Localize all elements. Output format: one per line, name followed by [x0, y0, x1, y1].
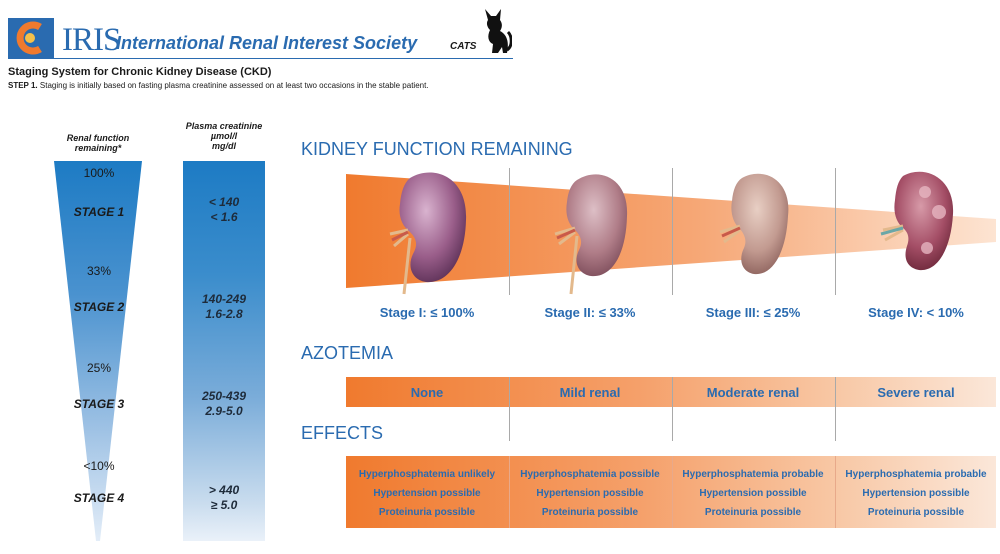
renal-head-line2: remaining*: [74, 143, 122, 153]
effects-title: EFFECTS: [301, 423, 384, 443]
effect-proteinuria: Proteinuria possible: [378, 507, 476, 518]
step-text: Staging is initially based on fasting pl…: [37, 81, 429, 90]
creat-head-line2: µmol/l: [210, 131, 238, 141]
stage-1-label: STAGE 1: [73, 205, 125, 219]
effect-phosphate: Hyperphosphatemia probable: [682, 469, 824, 480]
azotemia-band: [346, 377, 996, 407]
logo-code: IRIS: [62, 22, 121, 58]
effect-hypertension: Hypertension possible: [699, 488, 807, 499]
stage-4-caption: Stage IV: < 10%: [868, 305, 964, 320]
renal-head-line1: Renal function: [66, 133, 130, 143]
funnel-pct-4: <10%: [83, 459, 115, 473]
azotemia-stage-4: Severe renal: [877, 385, 955, 400]
column-divider: [672, 168, 673, 295]
azotemia-stage-3: Moderate renal: [706, 385, 800, 400]
function-wedge: [346, 174, 996, 288]
effects-stage-2: Hyperphosphatemia possible Hypertension …: [509, 465, 671, 522]
funnel-pct-1: 100%: [83, 166, 115, 180]
column-divider: [672, 456, 673, 528]
creatinine-heading: Plasma creatinine µmol/l mg/dl: [174, 121, 274, 151]
column-divider: [509, 456, 510, 528]
column-divider: [835, 377, 836, 441]
kidney-severe-icon: [880, 171, 954, 271]
creatinine-bar: [183, 161, 265, 541]
effect-phosphate: Hyperphosphatemia possible: [520, 469, 660, 480]
effect-hypertension: Hypertension possible: [536, 488, 644, 499]
creat-head-line1: Plasma creatinine: [185, 121, 263, 131]
effect-proteinuria: Proteinuria possible: [704, 507, 802, 518]
step-note: STEP 1. Staging is initially based on fa…: [8, 81, 429, 91]
azotemia-title: AZOTEMIA: [301, 343, 394, 363]
creatinine-mg: < 1.6: [210, 210, 238, 224]
creatinine-mg: ≥ 5.0: [210, 498, 238, 512]
stage-4-label: STAGE 4: [73, 491, 125, 505]
step-label: STEP 1.: [8, 81, 38, 90]
effects-band: [346, 456, 996, 528]
kidney-moderate-icon: [719, 173, 789, 275]
stage-3-caption: Stage III: ≤ 25%: [705, 305, 801, 320]
column-divider: [672, 377, 673, 441]
effects-stage-3: Hyperphosphatemia probable Hypertension …: [672, 465, 834, 522]
column-divider: [835, 456, 836, 528]
effect-phosphate: Hyperphosphatemia probable: [845, 469, 987, 480]
org-name: International Renal Interest Society: [116, 33, 418, 53]
creatinine-stage-3: 250-439 2.9-5.0: [183, 389, 265, 419]
creatinine-mg: 1.6-2.8: [205, 307, 243, 321]
iris-logo-icon: [8, 18, 54, 58]
creatinine-umol: 140-249: [201, 292, 247, 306]
column-divider: [835, 168, 836, 295]
effect-proteinuria: Proteinuria possible: [541, 507, 639, 518]
column-divider: [509, 168, 510, 295]
effect-hypertension: Hypertension possible: [862, 488, 970, 499]
stage-2-label: STAGE 2: [73, 300, 125, 314]
creatinine-umol: > 440: [208, 483, 240, 497]
funnel-pct-2: 33%: [86, 264, 112, 278]
stage-2-caption: Stage II: ≤ 33%: [544, 305, 636, 320]
stage-3-label: STAGE 3: [73, 397, 125, 411]
creatinine-stage-4: > 440 ≥ 5.0: [183, 483, 265, 513]
species-label: CATS: [450, 41, 477, 52]
creatinine-stage-2: 140-249 1.6-2.8: [183, 292, 265, 322]
kidney-healthy-icon: [389, 172, 467, 295]
creatinine-mg: 2.9-5.0: [205, 404, 243, 418]
renal-function-funnel: [54, 161, 142, 541]
renal-function-heading: Renal function remaining*: [48, 133, 148, 153]
effects-stage-1: Hyperphosphatemia unlikely Hypertension …: [346, 465, 508, 522]
kidney-mild-icon: [554, 174, 628, 295]
effect-phosphate: Hyperphosphatemia unlikely: [358, 469, 496, 480]
azotemia-stage-2: Mild renal: [559, 385, 621, 400]
effect-hypertension: Hypertension possible: [373, 488, 481, 499]
effects-stage-4: Hyperphosphatemia probable Hypertension …: [835, 465, 997, 522]
cat-silhouette-icon: [485, 9, 512, 53]
header-divider: [8, 58, 513, 59]
column-divider: [509, 377, 510, 441]
effect-proteinuria: Proteinuria possible: [867, 507, 965, 518]
funnel-pct-3: 25%: [86, 361, 112, 375]
creatinine-umol: 250-439: [201, 389, 247, 403]
kidney-function-title: KIDNEY FUNCTION REMAINING: [301, 139, 573, 159]
creat-head-line3: mg/dl: [212, 141, 236, 151]
document-title: Staging System for Chronic Kidney Diseas…: [8, 66, 272, 78]
stage-1-caption: Stage I: ≤ 100%: [379, 305, 475, 320]
creatinine-umol: < 140: [208, 195, 240, 209]
azotemia-stage-1: None: [410, 385, 444, 400]
creatinine-stage-1: < 140 < 1.6: [183, 195, 265, 225]
